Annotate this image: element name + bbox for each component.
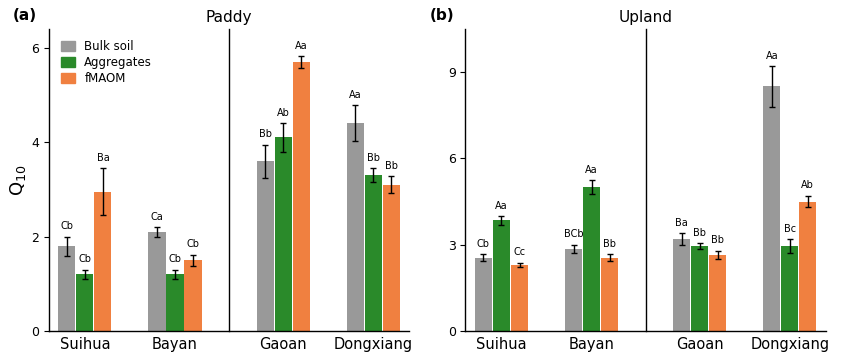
Bar xyxy=(293,62,310,331)
Bar xyxy=(674,239,690,331)
Text: Ba: Ba xyxy=(675,218,688,228)
Bar xyxy=(95,192,111,331)
Bar xyxy=(565,249,582,331)
Bar xyxy=(76,274,94,331)
Bar xyxy=(493,220,510,331)
Text: Bc: Bc xyxy=(784,224,796,234)
Text: Aa: Aa xyxy=(295,41,307,51)
Bar xyxy=(365,175,381,331)
Title: Paddy: Paddy xyxy=(206,10,252,25)
Bar xyxy=(58,246,75,331)
Text: Aa: Aa xyxy=(495,201,508,211)
Y-axis label: Q$_{10}$: Q$_{10}$ xyxy=(8,164,29,196)
Text: BCb: BCb xyxy=(564,229,583,239)
Bar xyxy=(709,255,727,331)
Text: Bb: Bb xyxy=(366,153,380,163)
Title: Upland: Upland xyxy=(619,10,673,25)
Legend: Bulk soil, Aggregates, fMAOM: Bulk soil, Aggregates, fMAOM xyxy=(58,38,154,87)
Bar xyxy=(274,138,292,331)
Text: Cb: Cb xyxy=(477,239,490,249)
Bar xyxy=(782,246,798,331)
Text: Ab: Ab xyxy=(802,180,814,190)
Text: Bb: Bb xyxy=(693,228,706,238)
Text: Cb: Cb xyxy=(169,254,181,264)
Text: Aa: Aa xyxy=(585,165,598,175)
Text: Cb: Cb xyxy=(78,254,91,264)
Text: Bb: Bb xyxy=(603,239,616,249)
Text: Bb: Bb xyxy=(711,235,724,245)
Text: Cc: Cc xyxy=(513,247,526,257)
Bar xyxy=(185,260,202,331)
Text: (b): (b) xyxy=(430,8,454,23)
Bar xyxy=(763,86,781,331)
Text: Ab: Ab xyxy=(277,108,289,118)
Text: Bb: Bb xyxy=(258,129,272,139)
Bar xyxy=(475,258,492,331)
Text: Bb: Bb xyxy=(385,161,398,171)
Bar xyxy=(382,185,400,331)
Bar xyxy=(511,265,528,331)
Text: Aa: Aa xyxy=(766,51,778,61)
Bar xyxy=(166,274,183,331)
Text: Aa: Aa xyxy=(349,90,361,100)
Text: Cb: Cb xyxy=(187,239,199,249)
Text: Cb: Cb xyxy=(61,221,73,231)
Bar xyxy=(601,258,618,331)
Text: Ca: Ca xyxy=(150,212,164,222)
Bar xyxy=(257,161,273,331)
Bar xyxy=(583,187,600,331)
Bar xyxy=(347,123,364,331)
Bar xyxy=(149,232,165,331)
Text: (a): (a) xyxy=(13,8,37,23)
Bar xyxy=(799,202,816,331)
Text: Ba: Ba xyxy=(96,153,109,163)
Bar xyxy=(691,246,708,331)
